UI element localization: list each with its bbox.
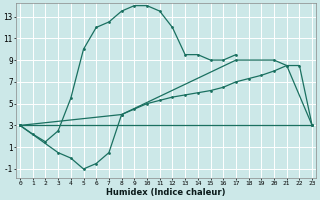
X-axis label: Humidex (Indice chaleur): Humidex (Indice chaleur) <box>106 188 226 197</box>
